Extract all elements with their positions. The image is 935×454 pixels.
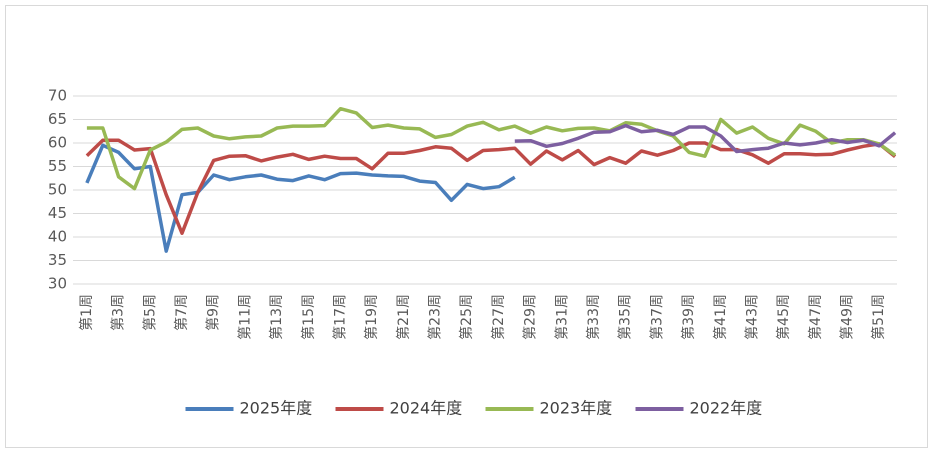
x-tick-label: 第19周 (363, 294, 380, 340)
chart-border (5, 5, 928, 448)
y-tick-label: 65 (48, 110, 67, 128)
x-tick-label: 第49周 (839, 294, 856, 340)
y-tick-label: 60 (48, 134, 67, 152)
y-tick-label: 55 (48, 157, 67, 175)
series-line (86, 106, 897, 191)
y-tick-label: 50 (48, 181, 67, 199)
x-tick-label: 第39周 (680, 294, 697, 340)
x-tick-label: 第1周 (78, 294, 95, 331)
x-tick-label: 第21周 (395, 294, 412, 340)
x-tick-label: 第51周 (870, 294, 887, 340)
x-tick-label: 第47周 (807, 294, 824, 340)
x-tick-label: 第43周 (743, 294, 760, 340)
x-tick-label: 第11周 (236, 294, 253, 340)
x-tick-label: 第45周 (775, 294, 792, 340)
x-tick-label: 第33周 (585, 294, 602, 340)
y-tick-label: 40 (48, 228, 67, 246)
x-tick-label: 第17周 (331, 294, 348, 340)
series-line (85, 138, 897, 235)
y-tick-label: 45 (48, 204, 67, 222)
x-tick-label: 第25周 (458, 294, 475, 340)
x-tick-label: 第7周 (173, 294, 190, 331)
x-tick-label: 第9周 (205, 294, 222, 331)
series-line (85, 143, 516, 253)
x-tick-label: 第41周 (712, 294, 729, 340)
x-tick-label: 第37周 (648, 294, 665, 340)
x-tick-label: 第31周 (553, 294, 570, 340)
x-tick-label: 第15周 (300, 294, 317, 340)
y-tick-label: 35 (48, 251, 67, 269)
legend-label: 2023年度 (540, 399, 613, 418)
x-tick-label: 第13周 (268, 294, 285, 340)
legend-label: 2025年度 (240, 399, 313, 418)
y-tick-label: 30 (48, 275, 67, 293)
series-line (514, 123, 897, 154)
x-tick-label: 第3周 (110, 294, 127, 331)
y-tick-label: 70 (48, 87, 67, 105)
x-tick-label: 第29周 (522, 294, 539, 340)
x-tick-label: 第27周 (490, 294, 507, 340)
x-tick-label: 第23周 (427, 294, 444, 340)
legend-label: 2024年度 (390, 399, 463, 418)
x-tick-label: 第35周 (617, 294, 634, 340)
x-tick-label: 第5周 (141, 294, 158, 331)
legend-label: 2022年度 (690, 399, 763, 418)
